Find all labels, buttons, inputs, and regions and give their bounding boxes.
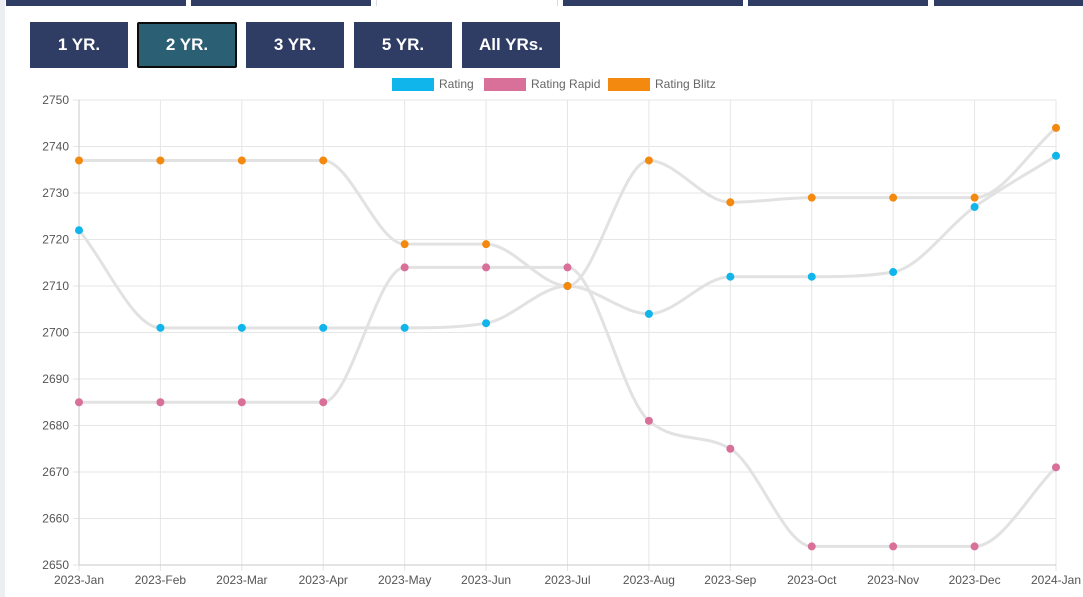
y-tick-label: 2740 bbox=[42, 140, 69, 154]
series-0-point bbox=[400, 323, 409, 332]
series-1-point bbox=[644, 416, 653, 425]
legend-label: Rating bbox=[439, 77, 474, 91]
series-2-point bbox=[563, 282, 572, 290]
chart-axes: 2650 2660 2670 2680 2690 2700 2710 2720 2730 2740… bbox=[42, 93, 1081, 587]
top-tab-2[interactable] bbox=[191, 0, 371, 6]
series-0-point bbox=[237, 323, 246, 332]
top-tab-1[interactable] bbox=[6, 0, 186, 6]
top-tab-5[interactable] bbox=[748, 0, 928, 6]
series-2-point bbox=[970, 193, 979, 202]
y-tick-label: 2690 bbox=[42, 372, 69, 386]
top-tab-6[interactable] bbox=[934, 0, 1083, 6]
x-tick-label: 2023-Apr bbox=[299, 573, 348, 587]
series-2-point bbox=[726, 198, 735, 207]
rating-line-chart: 2650 2660 2670 2680 2690 2700 2710 2720 2730 2740… bbox=[42, 77, 1081, 587]
left-edge-strip bbox=[0, 0, 5, 597]
series-0-point bbox=[75, 226, 83, 235]
chart-legend[interactable]: Rating Rating Rapid Rating Blitz bbox=[392, 77, 716, 91]
x-tick-label: 2023-Oct bbox=[787, 573, 837, 587]
top-tab-3-active[interactable] bbox=[376, 0, 558, 6]
series-0-point bbox=[970, 202, 979, 211]
series-1-point bbox=[1052, 463, 1060, 472]
series-2-point bbox=[1052, 123, 1060, 132]
range-button-3yr[interactable]: 3 YR. bbox=[246, 22, 344, 68]
legend-swatch bbox=[392, 78, 434, 91]
series-1-point bbox=[400, 263, 409, 272]
top-tab-strip bbox=[0, 0, 1083, 8]
series-1-point bbox=[807, 542, 816, 551]
x-tick-label: 2023-Jan bbox=[54, 573, 104, 587]
x-tick-label: 2024-Jan bbox=[1031, 573, 1081, 587]
x-tick-label: 2023-Sep bbox=[704, 573, 756, 587]
range-button-all-yrs[interactable]: All YRs. bbox=[462, 22, 560, 68]
x-tick-label: 2023-Feb bbox=[135, 573, 187, 587]
x-tick-label: 2023-Aug bbox=[623, 573, 675, 587]
series-2-point bbox=[482, 240, 491, 249]
series-0-point bbox=[644, 309, 653, 318]
series-2-point bbox=[889, 193, 898, 202]
y-tick-label: 2670 bbox=[42, 465, 69, 479]
series-2-point bbox=[319, 156, 328, 165]
chart-points bbox=[75, 123, 1060, 551]
x-tick-label: 2023-Jul bbox=[544, 573, 590, 587]
range-button-2yr[interactable]: 2 YR. bbox=[137, 22, 237, 68]
y-tick-label: 2750 bbox=[42, 93, 69, 107]
series-2-point bbox=[400, 240, 409, 249]
top-tab-4[interactable] bbox=[563, 0, 743, 6]
series-1-point bbox=[482, 263, 491, 272]
y-tick-label: 2710 bbox=[42, 279, 69, 293]
series-2-point bbox=[75, 156, 83, 165]
series-0-point bbox=[1052, 151, 1060, 160]
legend-label: Rating Rapid bbox=[531, 77, 600, 91]
series-0-point bbox=[889, 268, 898, 277]
x-tick-label: 2023-Mar bbox=[216, 573, 267, 587]
series-1-point bbox=[889, 542, 898, 551]
series-2-point bbox=[156, 156, 165, 165]
series-1-point bbox=[563, 263, 572, 272]
range-button-5yr[interactable]: 5 YR. bbox=[354, 22, 452, 68]
x-tick-label: 2023-Jun bbox=[461, 573, 511, 587]
y-tick-label: 2700 bbox=[42, 326, 69, 340]
y-tick-label: 2680 bbox=[42, 419, 69, 433]
y-tick-label: 2720 bbox=[42, 233, 69, 247]
series-1-point bbox=[237, 398, 246, 407]
series-0-point bbox=[482, 319, 491, 328]
series-0-point bbox=[726, 272, 735, 281]
series-1-point bbox=[970, 542, 979, 551]
range-button-1yr[interactable]: 1 YR. bbox=[30, 22, 128, 68]
series-2-point bbox=[237, 156, 246, 165]
legend-swatch bbox=[484, 78, 526, 91]
y-tick-label: 2730 bbox=[42, 186, 69, 200]
legend-swatch bbox=[608, 78, 650, 91]
series-0-point bbox=[319, 323, 328, 332]
chart-grid bbox=[73, 99, 1057, 571]
x-tick-label: 2023-Dec bbox=[949, 573, 1001, 587]
y-tick-label: 2660 bbox=[42, 512, 69, 526]
series-1-point bbox=[726, 444, 735, 453]
series-1-point bbox=[75, 398, 83, 407]
x-tick-label: 2023-May bbox=[378, 573, 431, 587]
series-2-point bbox=[807, 193, 816, 202]
series-0-point bbox=[807, 272, 816, 281]
series-1-point bbox=[319, 398, 328, 407]
series-0-point bbox=[156, 323, 165, 332]
y-tick-label: 2650 bbox=[42, 558, 69, 572]
legend-label: Rating Blitz bbox=[655, 77, 716, 91]
series-1-point bbox=[156, 398, 165, 407]
x-tick-label: 2023-Nov bbox=[867, 573, 919, 587]
series-2-point bbox=[644, 156, 653, 165]
